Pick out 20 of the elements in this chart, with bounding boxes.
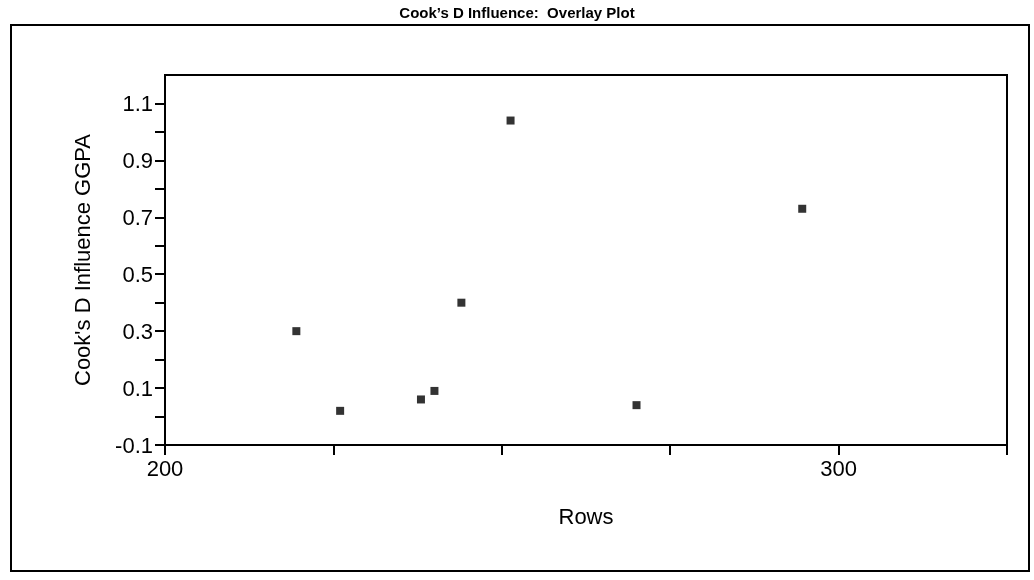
y-tick-label: 0.5	[122, 261, 153, 287]
point	[336, 406, 345, 415]
x-axis-title: Rows	[558, 503, 614, 529]
point	[798, 204, 807, 213]
y-tick-label: 0.1	[122, 375, 153, 401]
y-tick-label: 1.1	[122, 90, 153, 116]
point	[506, 116, 515, 125]
point	[416, 395, 425, 404]
x-tick-label: 300	[820, 455, 857, 481]
y-tick-label: 0.3	[122, 318, 153, 344]
y-axis-title: Cook's D Influence GGPA	[69, 133, 95, 387]
point	[632, 401, 641, 410]
point	[430, 386, 439, 395]
y-tick-label: 0.7	[122, 204, 153, 230]
x-tick-label: 200	[146, 455, 184, 481]
point	[292, 327, 301, 336]
y-tick-label: 0.9	[122, 147, 153, 173]
point	[457, 298, 466, 307]
chart-title: Cook’s D Influence: Overlay Plot	[398, 4, 636, 21]
y-tick-label: -0.1	[115, 432, 153, 458]
